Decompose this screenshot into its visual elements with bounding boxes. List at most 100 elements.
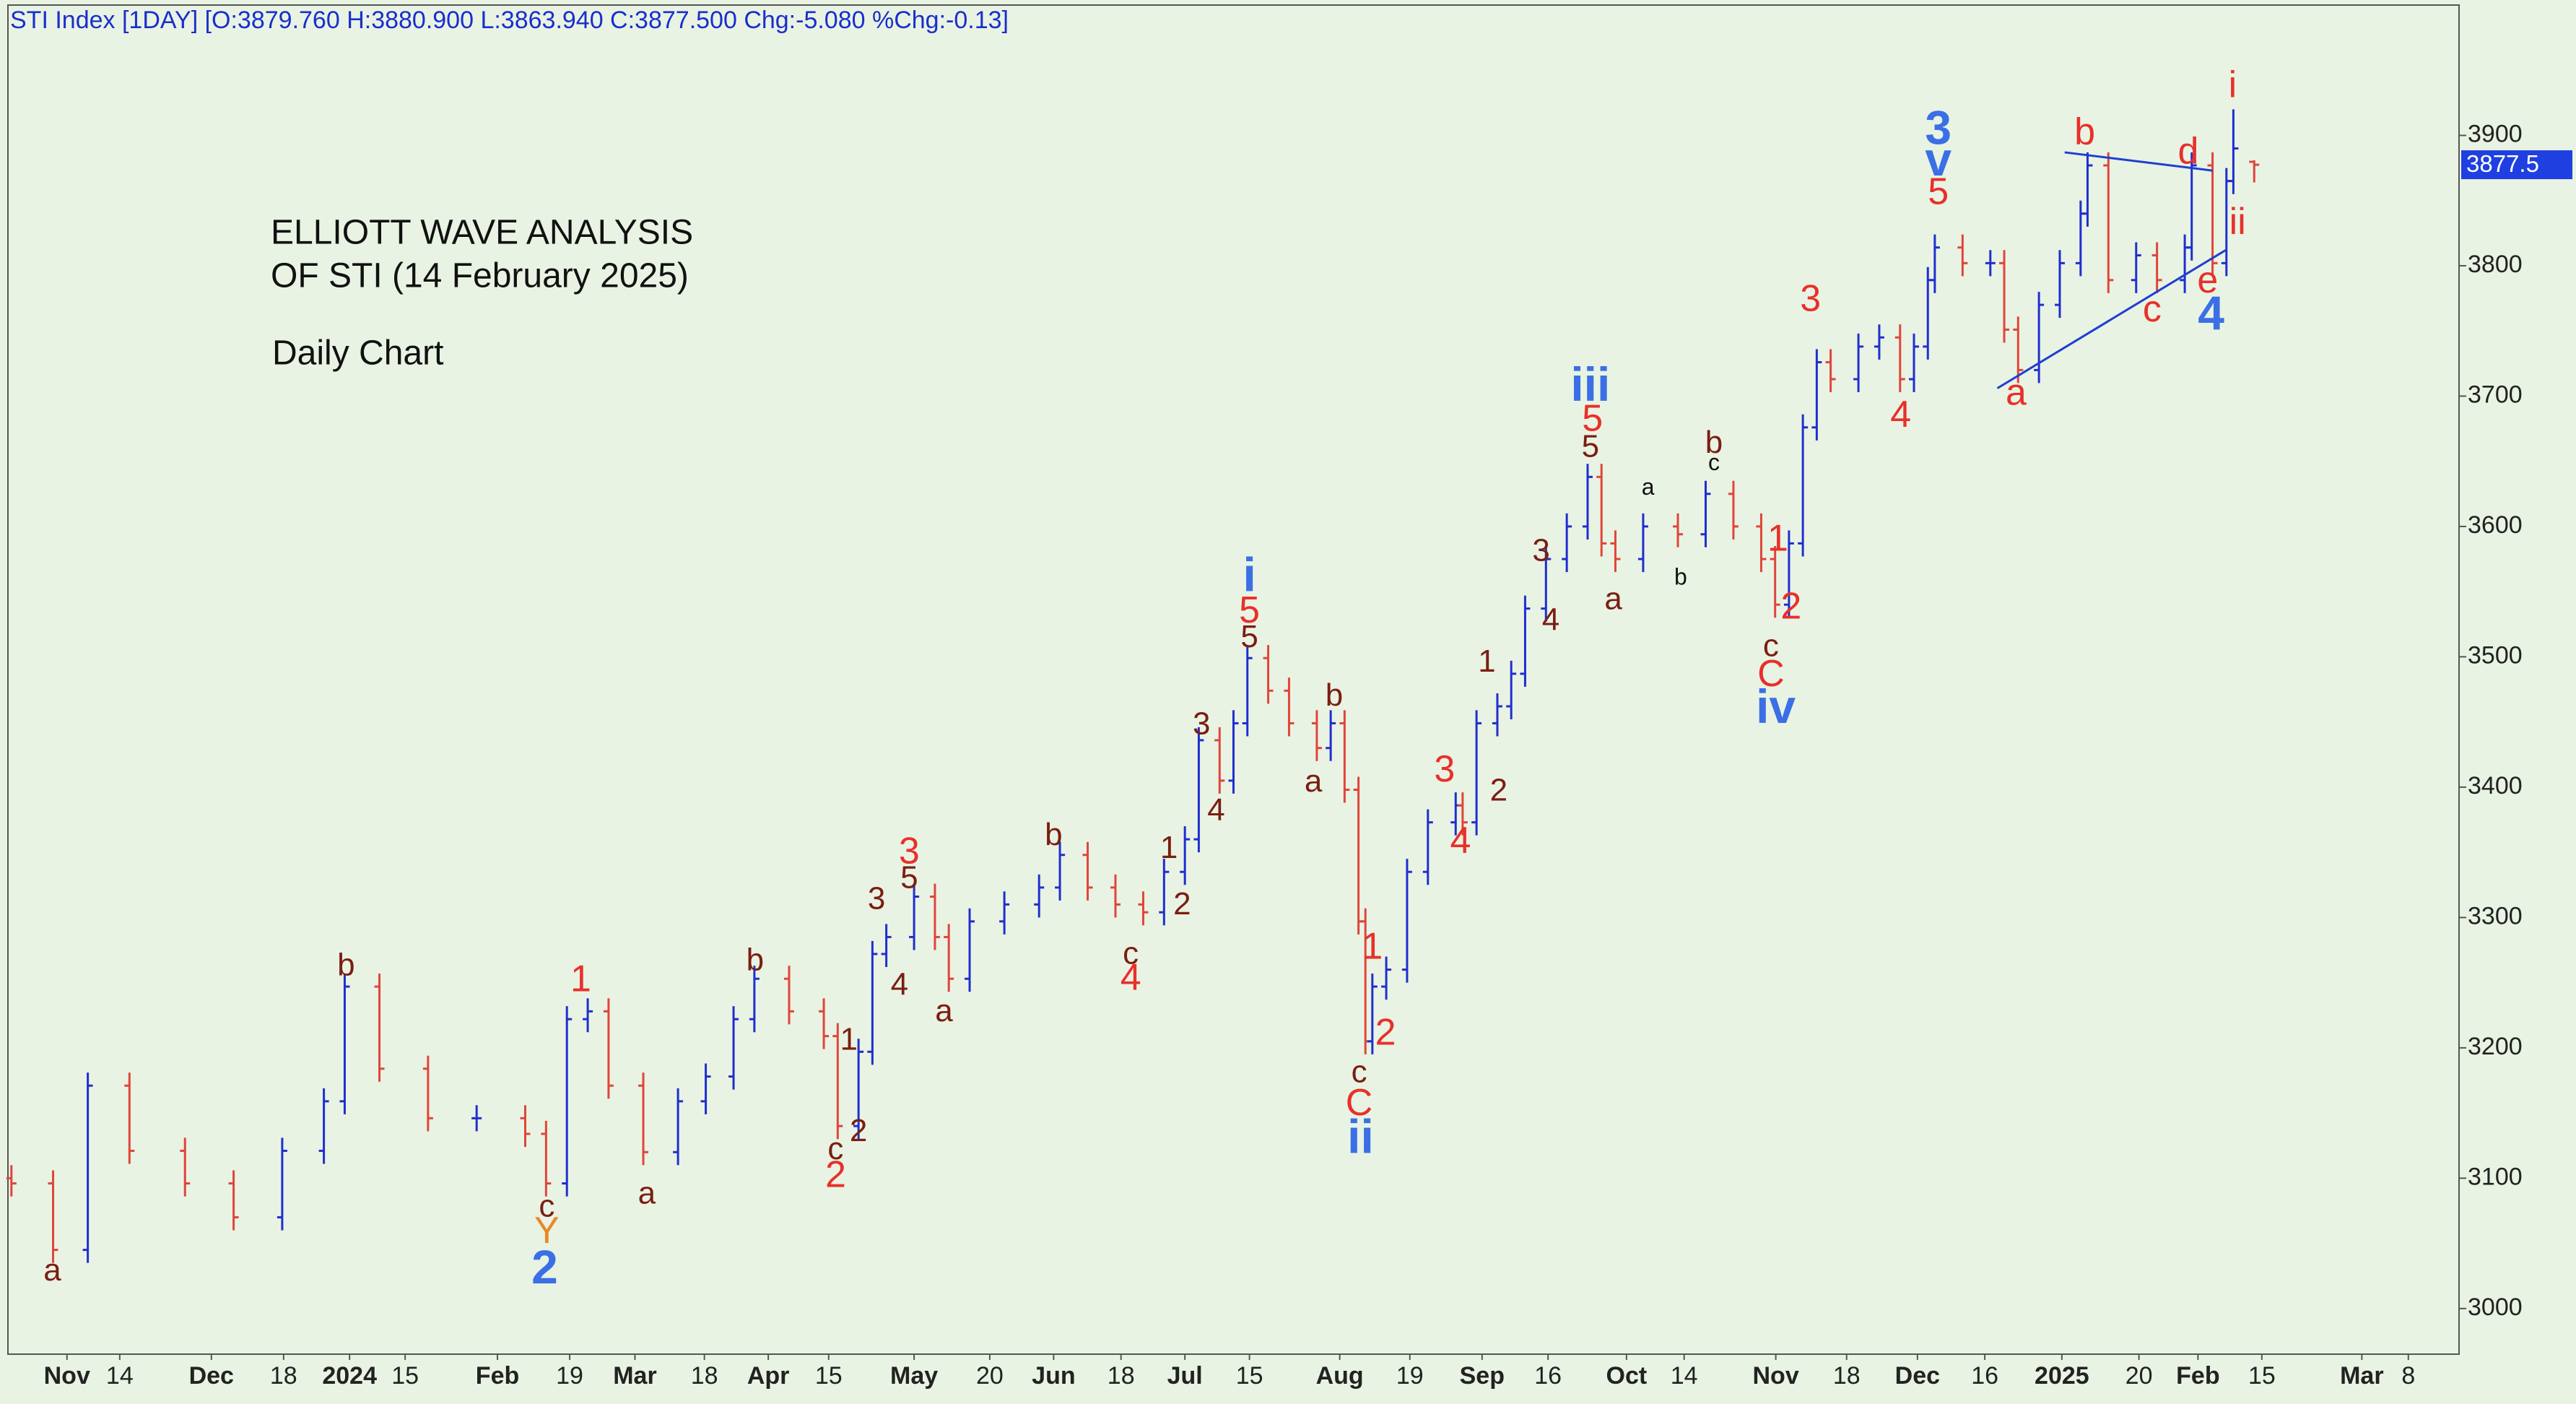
wave-label: 4 — [1890, 394, 1911, 436]
x-tick-label: Sep — [1460, 1362, 1505, 1390]
wave-label: v — [1925, 132, 1951, 186]
wave-label: 3 — [1925, 101, 1951, 155]
wave-label: b — [2074, 110, 2095, 152]
wave-label: 4 — [891, 967, 908, 1002]
wave-label: Y — [534, 1210, 560, 1252]
wave-label: 3 — [1434, 748, 1455, 790]
wave-label: 3 — [1800, 277, 1821, 319]
wave-label: b — [1326, 677, 1343, 713]
wave-label: 5 — [1582, 397, 1603, 439]
x-tick-label: 15 — [391, 1362, 419, 1390]
wave-label: a — [1604, 581, 1622, 616]
x-tick-label: Jul — [1167, 1362, 1203, 1390]
wave-label: 2 — [1780, 585, 1801, 627]
x-tick-label: 16 — [1534, 1362, 1562, 1390]
wave-label: 5 — [1582, 428, 1599, 464]
wave-label: 2 — [850, 1113, 867, 1148]
wave-label: 5 — [1239, 589, 1260, 631]
wave-label: c — [539, 1188, 554, 1223]
wave-label: C — [1757, 653, 1785, 695]
plot-frame — [7, 4, 2460, 1355]
wave-label: b — [747, 942, 764, 977]
wave-label: b — [337, 948, 354, 983]
x-tick-label: 20 — [976, 1362, 1004, 1390]
wave-label: a — [935, 993, 953, 1028]
wave-label: a — [1305, 763, 1323, 799]
wave-label: i — [2229, 64, 2237, 105]
chart-subtitle: Daily Chart — [272, 334, 443, 373]
y-tick-label: 3800 — [2468, 251, 2523, 278]
x-tick-label: 20 — [2125, 1362, 2153, 1390]
x-tick-label: 19 — [556, 1362, 583, 1390]
x-tick-label: Feb — [2176, 1362, 2219, 1390]
wave-label: a — [2006, 371, 2027, 413]
y-tick-label: 3600 — [2468, 511, 2523, 539]
wave-label: e — [2197, 259, 2218, 301]
x-tick-label: 19 — [1396, 1362, 1424, 1390]
x-tick-label: Oct — [1606, 1362, 1648, 1390]
y-tick-label: 3700 — [2468, 381, 2523, 408]
x-tick-label: 15 — [2248, 1362, 2276, 1390]
wave-label: 3 — [1532, 533, 1549, 568]
y-tick-label: 3400 — [2468, 772, 2523, 800]
wave-label: 1 — [570, 958, 591, 1000]
y-tick-label: 3200 — [2468, 1033, 2523, 1060]
wave-label: d — [2177, 130, 2198, 172]
x-tick-label: 2025 — [2035, 1362, 2089, 1390]
x-tick-label: Jun — [1032, 1362, 1075, 1390]
wave-label: 4 — [1121, 957, 1141, 999]
wave-label: c — [827, 1131, 843, 1166]
trendline — [1996, 249, 2227, 389]
x-tick-label: 18 — [691, 1362, 718, 1390]
wave-label: 3 — [899, 831, 920, 872]
x-tick-label: Mar — [2340, 1362, 2383, 1390]
x-tick-label: Aug — [1316, 1362, 1364, 1390]
wave-label: c — [1708, 449, 1720, 475]
last-price-label: 3877.5 — [2466, 150, 2539, 177]
y-tick-label: 3000 — [2468, 1294, 2523, 1321]
x-tick-label: 14 — [106, 1362, 134, 1390]
wave-label: b — [1705, 425, 1723, 460]
x-tick-label: 8 — [2401, 1362, 2415, 1390]
wave-label: 4 — [2198, 286, 2224, 339]
x-tick-label: May — [890, 1362, 938, 1390]
wave-label: 2 — [825, 1153, 846, 1195]
x-tick-label: Apr — [747, 1362, 790, 1390]
wave-label: 2 — [1375, 1012, 1396, 1054]
wave-label: b — [1045, 817, 1062, 852]
trendline — [2064, 151, 2213, 172]
plot — [6, 109, 2466, 1360]
y-tick-label: 3100 — [2468, 1163, 2523, 1190]
x-tick-label: Dec — [1895, 1362, 1940, 1390]
wave-label: c — [1123, 935, 1139, 971]
x-tick-label: Nov — [44, 1362, 90, 1390]
wave-label: C — [1346, 1082, 1373, 1124]
x-tick-label: Dec — [189, 1362, 234, 1390]
x-tick-label: Feb — [476, 1362, 519, 1390]
y-tick-label: 3900 — [2468, 120, 2523, 147]
wave-label: ii — [1347, 1109, 1374, 1163]
wave-label: 5 — [900, 860, 918, 896]
x-tick-label: 15 — [1236, 1362, 1263, 1390]
chart-title: ELLIOTT WAVE ANALYSIS — [271, 214, 693, 252]
header: STI Index [1DAY] [O:3879.760 H:3880.900 … — [10, 6, 1009, 34]
x-tick-label: 14 — [1671, 1362, 1698, 1390]
wave-label: ii — [2229, 201, 2246, 243]
x-tick-label: 18 — [1108, 1362, 1135, 1390]
y-tick-label: 3500 — [2468, 641, 2523, 669]
wave-label: 5 — [1928, 170, 1949, 212]
wave-label: 1 — [1767, 518, 1788, 560]
wave-label: a — [43, 1252, 61, 1288]
x-tick-label: 18 — [270, 1362, 297, 1390]
x-tick-label: 15 — [815, 1362, 843, 1390]
wave-label: 2 — [531, 1240, 558, 1294]
wave-label: 2 — [1490, 773, 1507, 808]
wave-label: c — [1763, 628, 1779, 663]
x-tick-label: Mar — [613, 1362, 656, 1390]
wave-label: 1 — [1478, 644, 1495, 679]
wave-label: 1 — [1362, 925, 1383, 967]
wave-label: 4 — [1207, 792, 1224, 828]
wave-label: 3 — [1193, 706, 1210, 742]
wave-label: a — [1642, 474, 1655, 500]
